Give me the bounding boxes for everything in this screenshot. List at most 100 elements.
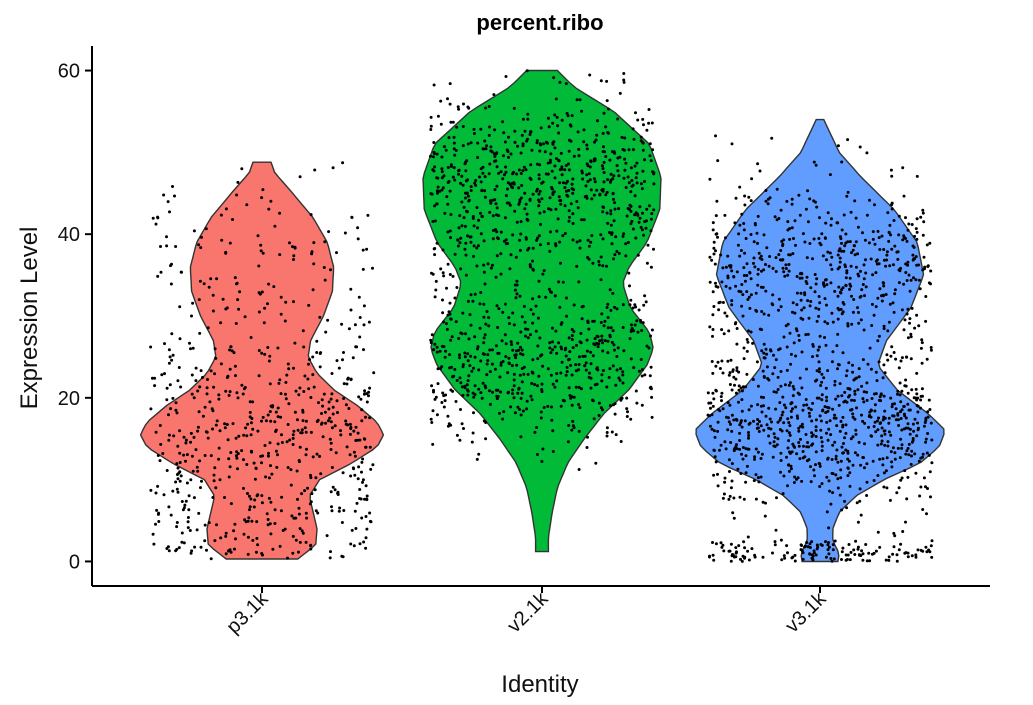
data-point <box>519 435 523 439</box>
data-point <box>806 220 810 224</box>
data-point <box>843 244 847 248</box>
data-point <box>350 216 354 219</box>
data-point <box>820 398 824 402</box>
data-point <box>356 226 360 230</box>
data-point <box>599 321 603 324</box>
data-point <box>863 421 867 425</box>
data-point <box>815 319 819 323</box>
data-point <box>495 304 499 308</box>
data-point <box>712 429 716 433</box>
data-point <box>331 405 335 409</box>
data-point <box>747 436 750 440</box>
data-point <box>167 438 171 442</box>
data-point <box>499 252 503 256</box>
data-point <box>837 403 841 407</box>
data-point <box>732 418 736 422</box>
data-point <box>757 251 761 255</box>
data-point <box>899 478 903 482</box>
data-point <box>898 456 902 460</box>
data-point <box>357 465 361 469</box>
data-point <box>642 123 645 127</box>
data-point <box>304 453 308 457</box>
data-point <box>771 551 774 555</box>
data-point <box>727 497 731 501</box>
data-point <box>920 338 924 342</box>
data-point <box>902 282 906 286</box>
data-point <box>286 556 289 560</box>
data-point <box>616 346 620 350</box>
data-point <box>612 219 616 223</box>
data-point <box>494 159 498 163</box>
data-point <box>491 348 494 352</box>
data-point <box>728 286 732 290</box>
data-point <box>225 376 229 379</box>
data-point <box>361 457 365 461</box>
data-point <box>928 408 932 411</box>
data-point <box>512 372 516 376</box>
data-point <box>615 307 619 311</box>
data-point <box>779 208 783 212</box>
data-point <box>870 302 874 306</box>
data-point <box>835 448 839 452</box>
data-point <box>881 463 885 467</box>
data-point <box>526 218 530 222</box>
data-point <box>760 258 764 261</box>
data-point <box>761 500 765 504</box>
data-point <box>631 127 635 131</box>
data-point <box>575 98 579 102</box>
data-point <box>738 495 742 499</box>
data-point <box>537 374 541 378</box>
data-point <box>363 437 367 441</box>
data-point <box>461 125 465 128</box>
data-point <box>877 416 880 420</box>
data-point <box>787 269 791 273</box>
data-point <box>788 331 792 335</box>
data-point <box>601 210 605 214</box>
data-point <box>619 367 622 371</box>
data-point <box>355 501 359 505</box>
data-point <box>548 346 552 350</box>
data-point <box>819 384 823 387</box>
data-point <box>807 406 811 410</box>
data-point <box>507 316 511 320</box>
data-point <box>927 398 931 402</box>
data-point <box>771 303 775 307</box>
data-point <box>446 97 449 101</box>
data-point <box>211 427 214 431</box>
data-point <box>804 207 808 211</box>
data-point <box>495 165 499 169</box>
data-point <box>517 386 521 390</box>
data-point <box>834 473 838 477</box>
data-point <box>723 476 727 480</box>
data-point <box>862 466 866 470</box>
data-point <box>529 177 533 181</box>
data-point <box>257 310 261 314</box>
data-point <box>714 249 717 253</box>
data-point <box>562 181 565 185</box>
data-point <box>250 519 254 523</box>
data-point <box>905 312 909 316</box>
data-point <box>313 488 317 492</box>
data-point <box>912 276 915 280</box>
data-point <box>760 310 764 313</box>
data-point <box>915 237 919 241</box>
data-point <box>322 266 326 269</box>
data-point <box>642 303 646 307</box>
data-point <box>434 395 438 399</box>
data-point <box>571 222 575 225</box>
data-point <box>484 106 488 110</box>
data-point <box>266 518 270 521</box>
data-point <box>192 496 196 500</box>
data-point <box>756 214 760 218</box>
data-point <box>432 152 436 155</box>
data-point <box>349 542 353 546</box>
data-point <box>851 370 855 374</box>
data-point <box>248 410 252 414</box>
data-point <box>504 238 508 242</box>
data-point <box>182 453 186 457</box>
data-point <box>608 180 612 184</box>
data-point <box>878 287 882 291</box>
data-point <box>326 318 330 322</box>
data-point <box>730 388 734 392</box>
data-point <box>256 234 260 238</box>
